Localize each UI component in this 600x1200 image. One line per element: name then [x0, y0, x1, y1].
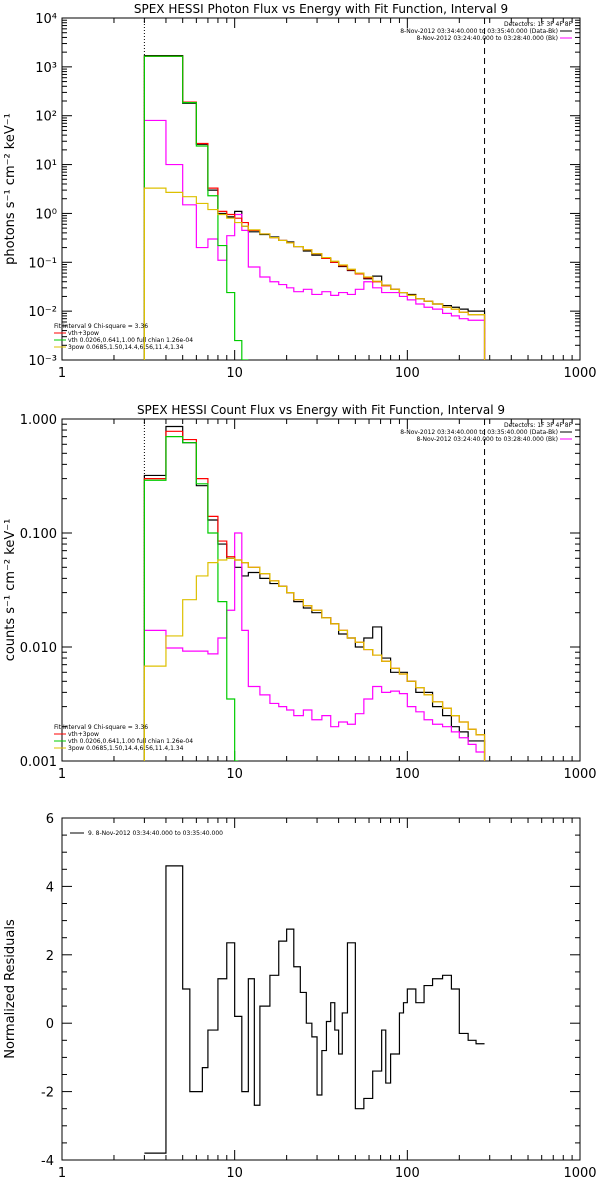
- header-legend-text: Detectors: 1F 3F 4F 8F: [504, 422, 573, 429]
- x-tick-label: 1000: [563, 366, 596, 381]
- y-tick-label: -4: [41, 1154, 54, 1169]
- series-line-5: [143, 557, 486, 761]
- y-tick-label: 10⁻²: [28, 305, 57, 320]
- series-group: [143, 425, 486, 761]
- x-tick-label: 10: [226, 1166, 243, 1181]
- header-legend-text: 8-Nov-2012 03:34:40.000 to 03:35:40.000 …: [400, 28, 558, 35]
- y-tick-label: -2: [41, 1086, 54, 1101]
- series-line-3: [143, 430, 486, 761]
- series-line-2: [143, 532, 486, 761]
- x-tick-label: 1000: [563, 767, 596, 782]
- y-tick-label: 1.000: [20, 413, 57, 428]
- x-tick-label: 10: [226, 366, 243, 381]
- chart-panel-3: 1 10 100 1000 -4 -2 0 2 4 6 Normalized Residuals 9.…: [3, 812, 597, 1181]
- y-tick-label: 10⁰: [35, 207, 57, 222]
- fit-legend-text: vth+3pow: [68, 731, 99, 738]
- series-group: [144, 865, 485, 1154]
- header-legend-text: Detectors: 1F 3F 4F 8F: [504, 21, 573, 28]
- x-tick-label: 1000: [563, 1166, 596, 1181]
- y-axis-label: counts s⁻¹ cm⁻² keV⁻¹: [3, 519, 18, 662]
- x-tick-label: 10: [226, 767, 243, 782]
- fit-legend-text: vth 0.0206,0.641,1.00 full chian 1.26e-0…: [68, 337, 193, 344]
- plot-frame: [61, 418, 581, 762]
- plot-frame: [61, 17, 581, 361]
- series-line-2: [143, 119, 486, 360]
- series-line-4: [143, 55, 249, 360]
- y-tick-label: 10³: [35, 61, 57, 76]
- fit-legend-text: 3pow 0.0685,1.50,14.4,6.56,11.4,1.34: [68, 745, 184, 752]
- y-tick-label: 0: [46, 1017, 54, 1032]
- y-tick-label: 6: [46, 812, 54, 827]
- header-legend-text: 8-Nov-2012 03:24:40.000 to 03:28:40.000 …: [416, 35, 558, 42]
- fit-legend-text: vth+3pow: [68, 330, 99, 337]
- x-tick-label: 100: [395, 767, 420, 782]
- y-tick-label: 4: [46, 880, 54, 895]
- y-tick-label: 2: [46, 949, 54, 964]
- series-group: [143, 54, 486, 360]
- series-line-1: [143, 54, 486, 360]
- header-legend-text: 8-Nov-2012 03:34:40.000 to 03:35:40.000 …: [400, 429, 558, 436]
- y-tick-label: 10¹: [35, 159, 57, 174]
- series-line-1: [144, 865, 485, 1154]
- x-tick-label: 1: [58, 767, 66, 782]
- y-tick-label: 10⁻³: [28, 354, 57, 369]
- series-line-3: [143, 55, 486, 360]
- y-axis-label: Normalized Residuals: [3, 919, 18, 1059]
- y-tick-label: 0.100: [20, 527, 57, 542]
- fit-legend-title: Fit Interval 9 Chi-square = 3.36: [54, 323, 148, 330]
- y-tick-label: 0.001: [20, 755, 57, 770]
- y-tick-label: 10²: [35, 110, 57, 125]
- fit-legend-text: vth 0.0206,0.641,1.00 full chian 1.26e-0…: [68, 738, 193, 745]
- y-tick-label: 10⁴: [35, 12, 57, 27]
- plot-frame: [61, 817, 581, 1161]
- chart-title: SPEX HESSI Photon Flux vs Energy with Fi…: [134, 2, 508, 16]
- x-tick-label: 100: [395, 366, 420, 381]
- chart-panel-2: 1 10 100 1000 0.001 0.010 0.100 1.000 SPEX HESSI…: [3, 403, 597, 782]
- chart-panel-1: 1 10 100 1000 10⁻³ 10⁻² 10⁻¹ 10⁰ 10¹ 10² 10³ 10⁴ SPE…: [3, 2, 597, 381]
- chart-title: SPEX HESSI Count Flux vs Energy with Fit…: [137, 403, 505, 417]
- header-legend-text: 8-Nov-2012 03:24:40.000 to 03:28:40.000 …: [416, 436, 558, 443]
- legend-text: 9. 8-Nov-2012 03:34:40.000 to 03:35:40.0…: [88, 830, 223, 837]
- series-line-4: [143, 436, 239, 761]
- x-tick-label: 100: [395, 1166, 420, 1181]
- x-tick-label: 1: [58, 366, 66, 381]
- x-tick-label: 1: [58, 1166, 66, 1181]
- series-line-5: [143, 187, 486, 360]
- fit-legend-text: 3pow 0.0685,1.50,14.4,6.56,11.4,1.34: [68, 344, 184, 351]
- fit-legend-title: Fit Interval 9 Chi-square = 3.36: [54, 724, 148, 731]
- y-axis-label: photons s⁻¹ cm⁻² keV⁻¹: [3, 113, 18, 265]
- y-tick-label: 10⁻¹: [28, 256, 57, 271]
- series-line-1: [143, 425, 486, 761]
- y-tick-label: 0.010: [20, 641, 57, 656]
